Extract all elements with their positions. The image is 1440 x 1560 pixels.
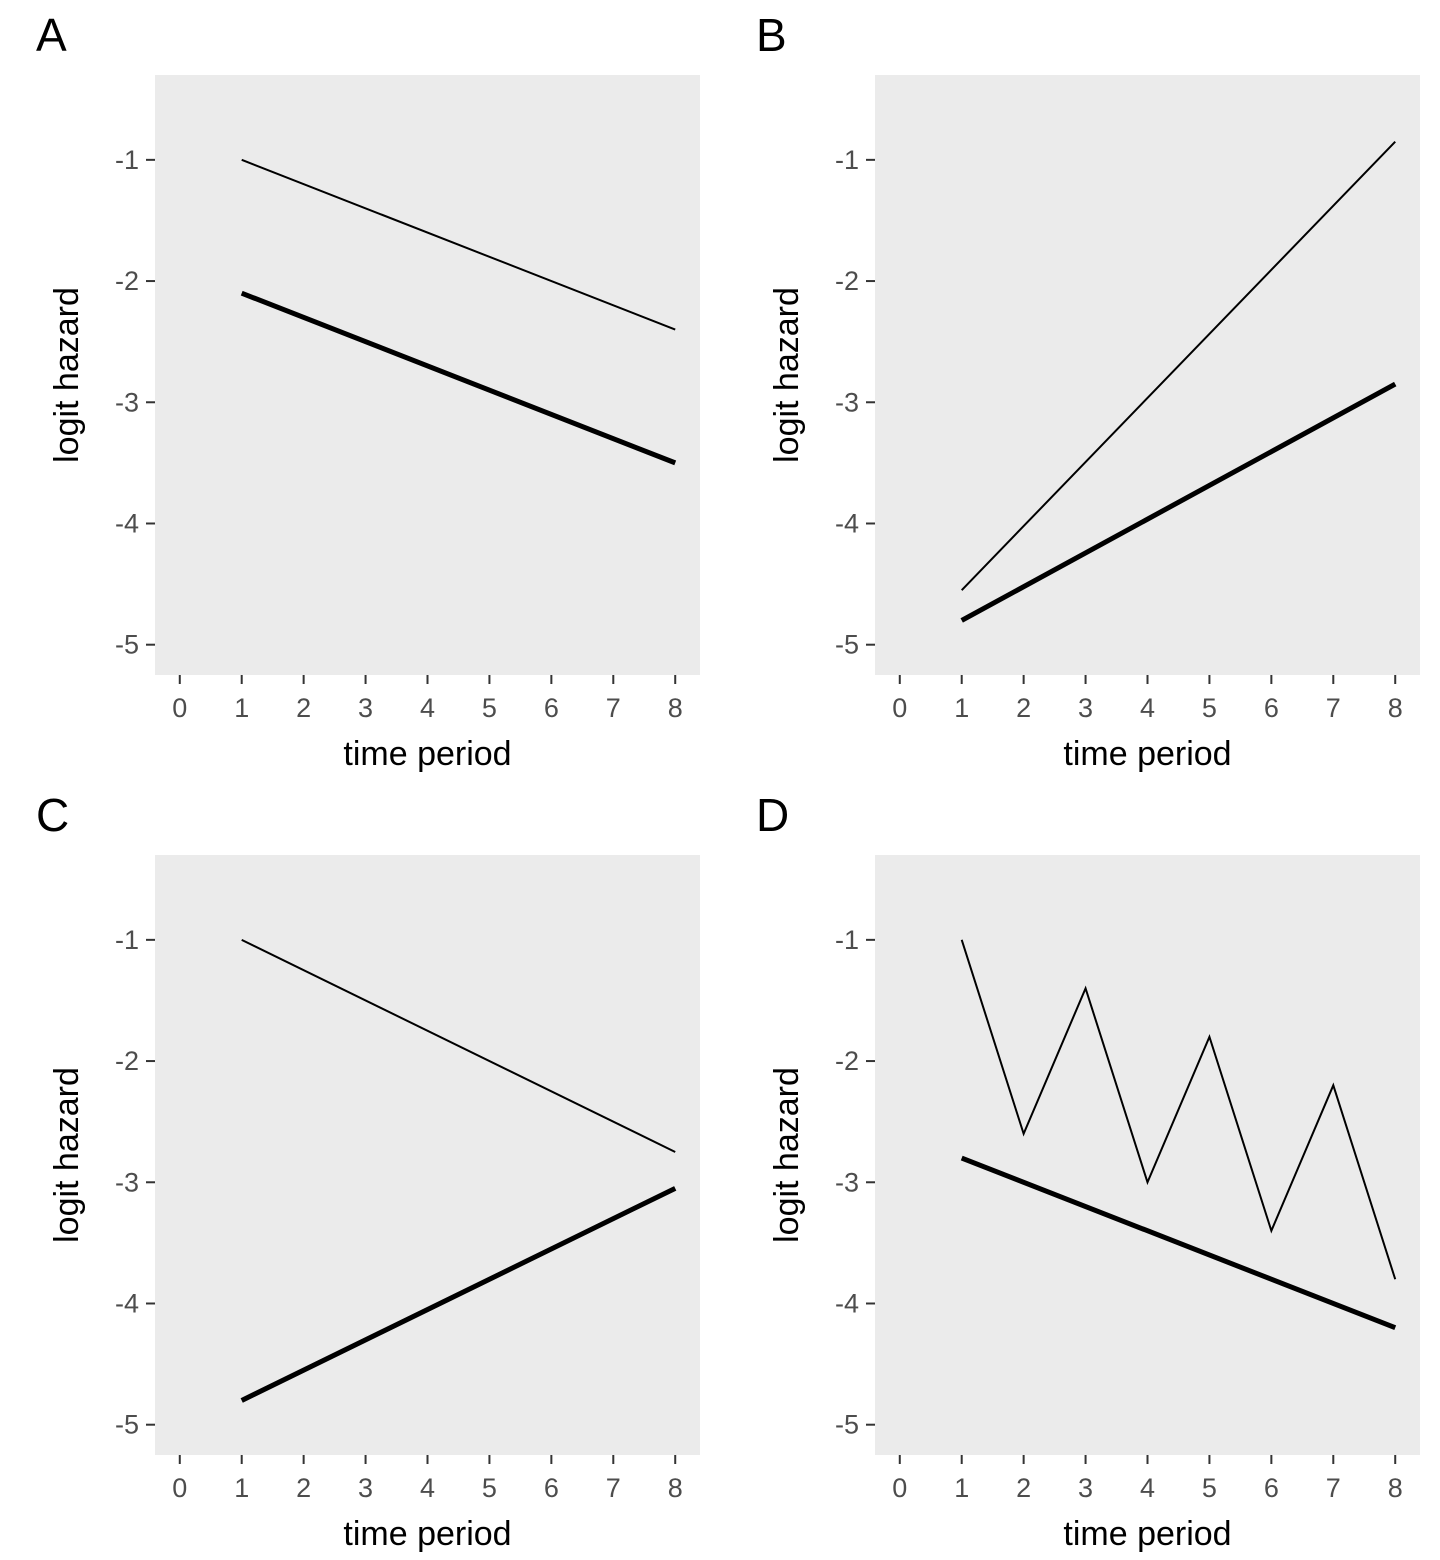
panel-B: B 0 1 2 3 4 5 6 7 8 -5 -4 -3 -2 -1 time period logit ha…: [720, 0, 1440, 780]
y-tick-label: -1: [835, 925, 859, 955]
x-tick-label: 6: [1264, 1473, 1279, 1503]
x-tick-label: 7: [606, 1473, 621, 1503]
x-tick-label: 0: [892, 693, 907, 723]
x-tick-label: 5: [482, 693, 497, 723]
y-tick-label: -5: [835, 1410, 859, 1440]
panel-C: C 0 1 2 3 4 5 6 7 8 -5 -4 -3 -2 -1 time period logit ha…: [0, 780, 720, 1560]
x-tick-label: 1: [234, 1473, 249, 1503]
y-tick-label: -2: [835, 1046, 859, 1076]
panel-label-D: D: [756, 789, 790, 841]
x-tick-label: 8: [668, 1473, 683, 1503]
chart-B: 0 1 2 3 4 5 6 7 8 -5 -4 -3 -2 -1 time period logit haza…: [768, 75, 1420, 773]
x-axis-title: time period: [343, 1515, 511, 1553]
x-tick-label: 8: [668, 693, 683, 723]
x-tick-label: 3: [1078, 1473, 1093, 1503]
plot-panel-background: [155, 855, 700, 1455]
series-thick-line: [960, 381, 1397, 623]
plot-panel-background: [155, 75, 700, 675]
x-tick-label: 0: [892, 1473, 907, 1503]
series-thin-line: [241, 158, 676, 331]
x-tick-label: 1: [954, 1473, 969, 1503]
y-tick-label: -1: [115, 925, 139, 955]
x-tick-label: 5: [482, 1473, 497, 1503]
plot-panel-background: [875, 75, 1420, 675]
x-tick-label: 0: [172, 693, 187, 723]
x-tick-label: 2: [296, 1473, 311, 1503]
x-tick-label: 3: [358, 693, 373, 723]
x-tick-label: 5: [1202, 1473, 1217, 1503]
x-tick-label: 5: [1202, 693, 1217, 723]
series-thick-line: [960, 1155, 1397, 1331]
y-tick-label: -5: [115, 630, 139, 660]
x-tick-label: 2: [1016, 693, 1031, 723]
y-axis-title: logit hazard: [48, 287, 86, 463]
x-tick-label: 6: [1264, 693, 1279, 723]
x-tick-label: 7: [606, 693, 621, 723]
x-tick-label: 1: [954, 693, 969, 723]
y-tick-label: -2: [115, 1046, 139, 1076]
x-tick-label: 4: [1140, 693, 1155, 723]
x-tick-label: 7: [1326, 1473, 1341, 1503]
chart-C: 0 1 2 3 4 5 6 7 8 -5 -4 -3 -2 -1 time period logit haza…: [48, 855, 700, 1553]
x-tick-label: 2: [296, 693, 311, 723]
panel-label-A: A: [36, 9, 67, 61]
x-tick-label: 4: [1140, 1473, 1155, 1503]
plot-panel-background: [875, 855, 1420, 1455]
x-tick-label: 2: [1016, 1473, 1031, 1503]
series-thin-line: [960, 939, 1397, 1280]
x-tick-label: 3: [358, 1473, 373, 1503]
x-tick-label: 4: [420, 693, 435, 723]
x-tick-label: 8: [1388, 1473, 1403, 1503]
x-tick-label: 8: [1388, 693, 1403, 723]
y-tick-label: -3: [835, 387, 859, 417]
y-axis-title: logit hazard: [768, 1067, 806, 1243]
y-tick-label: -5: [835, 630, 859, 660]
y-tick-label: -4: [835, 1288, 859, 1318]
panel-A: A 0 1 2 3 4 5 6 7 8 -5 -4 -3 -2 -1 time period logit ha…: [0, 0, 720, 780]
x-tick-label: 3: [1078, 693, 1093, 723]
chart-D: 0 1 2 3 4 5 6 7 8 -5 -4 -3 -2 -1 time period logit haza…: [768, 855, 1420, 1553]
y-axis-title: logit hazard: [48, 1067, 86, 1243]
y-tick-label: -4: [835, 508, 859, 538]
y-tick-label: -3: [115, 387, 139, 417]
x-tick-label: 1: [234, 693, 249, 723]
x-axis-title: time period: [1063, 735, 1231, 773]
y-tick-label: -2: [835, 266, 859, 296]
y-tick-label: -4: [115, 508, 139, 538]
y-tick-label: -1: [115, 145, 139, 175]
series-thick-line: [240, 1186, 677, 1403]
x-tick-label: 7: [1326, 693, 1341, 723]
x-tick-label: 6: [544, 693, 559, 723]
panel-D: D 0 1 2 3 4 5 6 7 8 -5 -4 -3 -2 -1 time period logit ha…: [720, 780, 1440, 1560]
series-thick-line: [240, 290, 677, 466]
y-axis-title: logit hazard: [768, 287, 806, 463]
x-axis-title: time period: [343, 735, 511, 773]
chart-A: 0 1 2 3 4 5 6 7 8 -5 -4 -3 -2 -1 time period logit haza…: [48, 75, 700, 773]
y-tick-label: -3: [115, 1167, 139, 1197]
y-tick-label: -4: [115, 1288, 139, 1318]
x-axis-title: time period: [1063, 1515, 1231, 1553]
x-tick-label: 4: [420, 1473, 435, 1503]
panel-label-B: B: [756, 9, 787, 61]
series-thin-line: [241, 938, 676, 1153]
y-tick-label: -2: [115, 266, 139, 296]
x-tick-label: 6: [544, 1473, 559, 1503]
y-tick-label: -3: [835, 1167, 859, 1197]
y-tick-label: -5: [115, 1410, 139, 1440]
x-tick-label: 0: [172, 1473, 187, 1503]
panel-label-C: C: [36, 789, 70, 841]
series-thin-line: [960, 140, 1396, 591]
y-tick-label: -1: [835, 145, 859, 175]
